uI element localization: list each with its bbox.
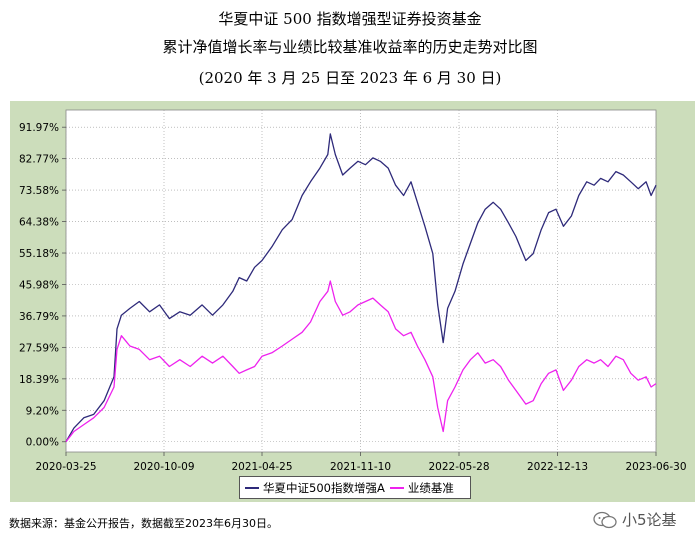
y-tick-label: 9.20% xyxy=(26,405,59,417)
watermark-text: 小5论基 xyxy=(622,511,677,529)
fund-series-line xyxy=(65,133,657,443)
y-axis: 0.00% 9.20% 18.39% 27.59% 36.79% 45.98% 55.18%… xyxy=(19,122,66,449)
y-tick-label: 0.00% xyxy=(26,437,59,449)
y-tick-label: 55.18% xyxy=(19,248,59,260)
x-tick-label: 2021-11-10 xyxy=(330,461,391,473)
legend-label-benchmark: 业绩基准 xyxy=(407,480,454,495)
plot-background xyxy=(65,109,657,453)
legend-swatch-benchmark xyxy=(389,486,404,489)
x-axis: 2020-03-25 2020-10-09 2021-04-25 2021-11-10… xyxy=(35,452,687,473)
y-tick-label: 18.39% xyxy=(19,374,59,386)
source-note: 数据来源：基金公开报告，数据截至2023年6月30日。 xyxy=(9,517,278,530)
x-tick-label: 2020-10-09 xyxy=(133,461,194,473)
y-tick-label: 91.97% xyxy=(19,122,59,134)
y-tick-label: 27.59% xyxy=(19,342,59,354)
chat-bubble-icon xyxy=(593,511,617,528)
legend-item-fund: 华夏中证500指数增强A xyxy=(245,480,385,496)
y-tick-label: 73.58% xyxy=(19,185,59,197)
chart-subtitle: 累计净值增长率与业绩比较基准收益率的历史走势对比图 xyxy=(162,38,538,56)
watermark: 小5论基 xyxy=(592,509,677,530)
benchmark-series-line xyxy=(65,280,657,443)
x-tick-label: 2022-05-28 xyxy=(428,461,489,473)
legend-item-benchmark: 业绩基准 xyxy=(389,480,454,496)
legend-swatch-fund xyxy=(245,486,259,489)
chart-title: 华夏中证 500 指数增强型证券投资基金 xyxy=(218,10,482,28)
x-tick-label: 2021-04-25 xyxy=(231,461,292,473)
y-tick-label: 45.98% xyxy=(19,279,59,291)
chart-date-range: (2020 年 3 月 25 日至 2023 年 6 月 30 日) xyxy=(198,69,502,87)
y-tick-label: 82.77% xyxy=(19,154,59,166)
x-tick-label: 2020-03-25 xyxy=(35,461,96,473)
y-tick-label: 64.38% xyxy=(19,217,59,229)
y-tick-label: 36.79% xyxy=(19,311,59,323)
legend: 华夏中证500指数增强A 业绩基准 xyxy=(239,476,471,499)
x-tick-label: 2022-12-13 xyxy=(527,461,588,473)
grid xyxy=(65,110,657,452)
x-tick-label: 2023-06-30 xyxy=(625,461,686,473)
legend-label-fund: 华夏中证500指数增强A xyxy=(263,480,385,495)
series-layer xyxy=(65,133,657,443)
